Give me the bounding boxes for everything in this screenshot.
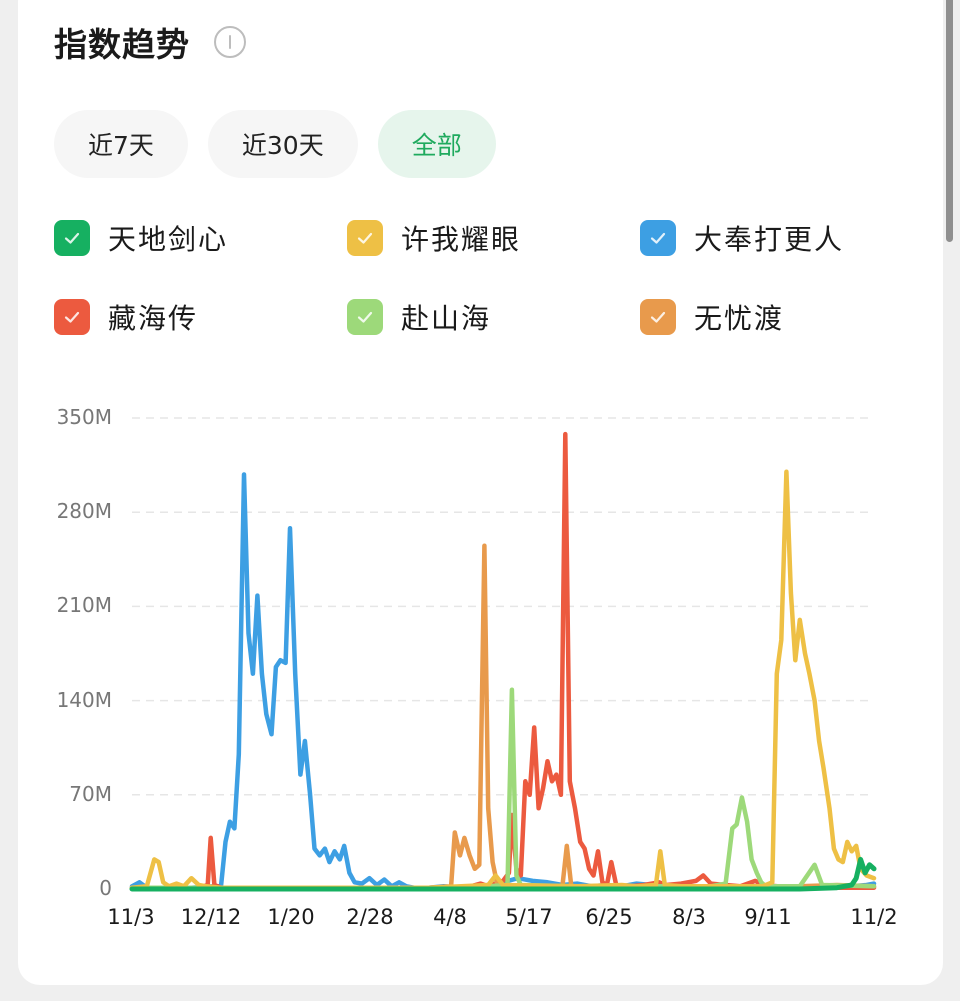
range-tabs: 近7天 近30天 全部	[54, 110, 496, 178]
tab-last-7-days[interactable]: 近7天	[54, 110, 188, 178]
info-circle-icon[interactable]	[214, 26, 246, 58]
legend-item-canghai-zhuan[interactable]: 藏海传	[54, 297, 198, 337]
legend-label: 天地剑心	[108, 223, 229, 256]
legend-item-tiandi-jianxin[interactable]: 天地剑心	[54, 218, 228, 258]
header: 指数趋势	[54, 18, 246, 66]
checkbox-checked-icon[interactable]	[347, 220, 383, 256]
legend-item-wuyou-du[interactable]: 无忧渡	[640, 297, 784, 337]
legend-item-dafeng-dagengren[interactable]: 大奉打更人	[640, 218, 844, 258]
legend-label: 许我耀眼	[401, 223, 522, 256]
tab-last-30-days[interactable]: 近30天	[207, 110, 358, 178]
checkbox-checked-icon[interactable]	[54, 220, 90, 256]
scrollbar[interactable]	[946, 0, 953, 242]
legend-label: 藏海传	[108, 302, 199, 335]
legend-item-fu-shanhai[interactable]: 赴山海	[347, 297, 491, 337]
legend-label: 赴山海	[401, 302, 492, 335]
checkbox-checked-icon[interactable]	[640, 299, 676, 335]
legend-label: 大奉打更人	[694, 223, 845, 256]
checkbox-checked-icon[interactable]	[347, 299, 383, 335]
tab-all[interactable]: 全部	[377, 110, 496, 178]
checkbox-checked-icon[interactable]	[640, 220, 676, 256]
legend-item-xuwo-yaoyan[interactable]: 许我耀眼	[347, 218, 521, 258]
legend-label: 无忧渡	[694, 302, 785, 335]
page-title: 指数趋势	[54, 25, 190, 64]
checkbox-checked-icon[interactable]	[54, 299, 90, 335]
